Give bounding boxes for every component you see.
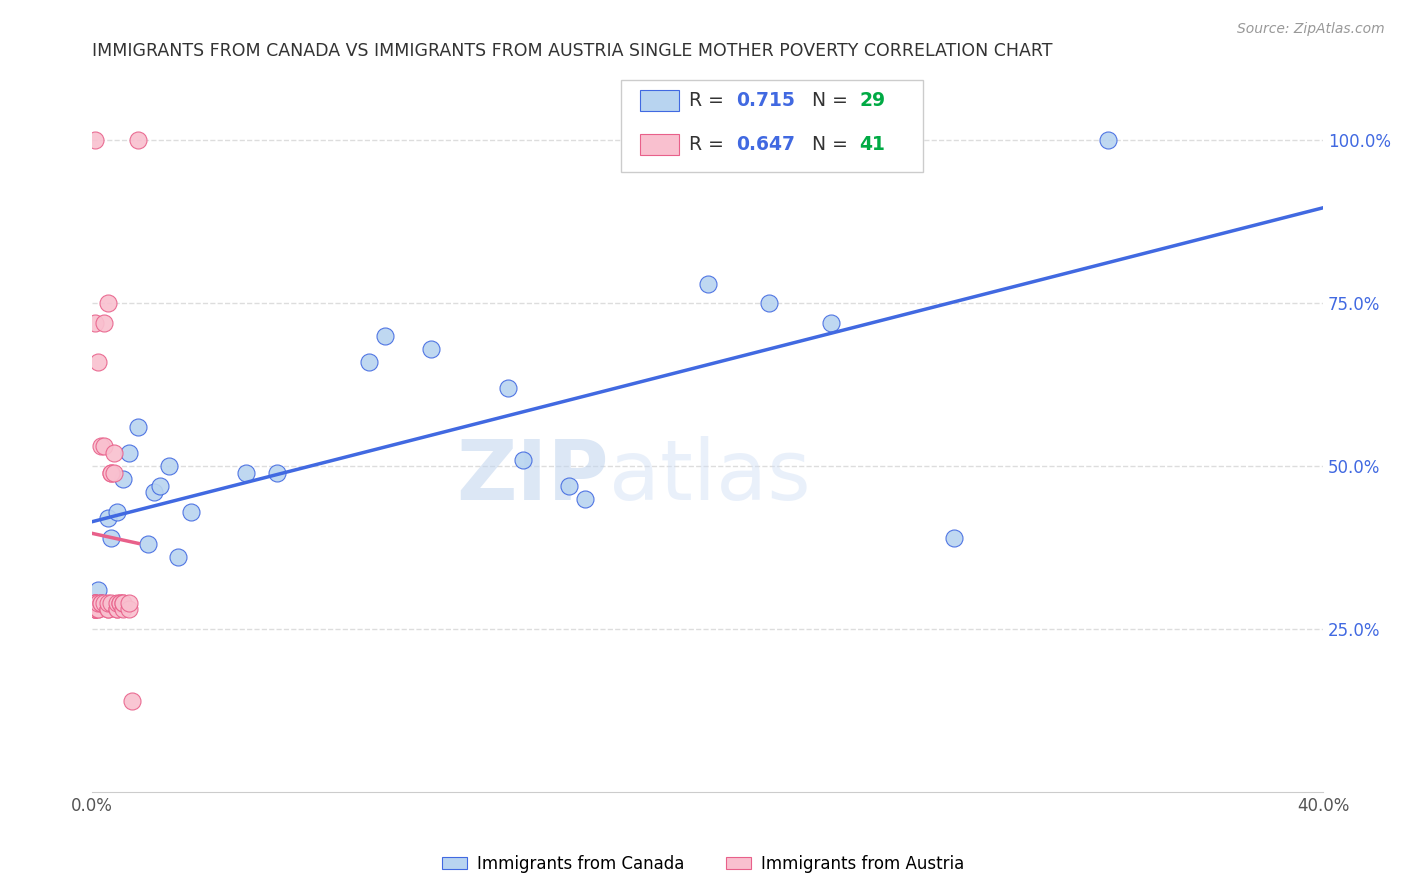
Point	[87, 355, 110, 369]
Point	[84, 602, 107, 616]
Point	[84, 602, 107, 616]
Point	[97, 596, 120, 610]
Point	[127, 420, 149, 434]
Point	[127, 133, 149, 147]
Text: 0.647: 0.647	[735, 136, 794, 154]
Point	[93, 316, 115, 330]
Point	[105, 602, 128, 616]
Point	[111, 602, 134, 616]
Point	[84, 602, 107, 616]
Point	[574, 491, 596, 506]
Point	[84, 596, 107, 610]
Point	[108, 596, 131, 610]
Point	[235, 466, 257, 480]
Point	[111, 472, 134, 486]
Point	[136, 537, 159, 551]
Point	[97, 296, 120, 310]
Point	[105, 602, 128, 616]
Point	[373, 328, 395, 343]
Point	[97, 511, 120, 525]
Point	[142, 485, 165, 500]
Point	[93, 440, 115, 454]
Point	[167, 550, 190, 565]
Point	[84, 596, 107, 610]
Text: 41: 41	[859, 136, 884, 154]
Point	[118, 446, 141, 460]
FancyBboxPatch shape	[621, 80, 924, 172]
Point	[90, 440, 112, 454]
Point	[87, 602, 110, 616]
Point	[97, 602, 120, 616]
Text: 29: 29	[859, 91, 886, 110]
Point	[118, 596, 141, 610]
Point	[87, 602, 110, 616]
Point	[90, 596, 112, 610]
Point	[558, 478, 581, 492]
Point	[121, 693, 143, 707]
Bar	[640, 89, 679, 111]
Text: R =: R =	[689, 136, 730, 154]
Text: 0.715: 0.715	[735, 91, 794, 110]
Bar	[640, 134, 679, 155]
Text: ZIP: ZIP	[457, 436, 609, 517]
Point	[100, 466, 122, 480]
Point	[90, 596, 112, 610]
Text: N =: N =	[813, 136, 855, 154]
Point	[1097, 133, 1119, 147]
Point	[118, 602, 141, 616]
Point	[758, 296, 780, 310]
Point	[87, 582, 110, 597]
Point	[111, 596, 134, 610]
Point	[419, 342, 441, 356]
Point	[149, 478, 172, 492]
Point	[87, 596, 110, 610]
Text: IMMIGRANTS FROM CANADA VS IMMIGRANTS FROM AUSTRIA SINGLE MOTHER POVERTY CORRELAT: IMMIGRANTS FROM CANADA VS IMMIGRANTS FRO…	[93, 42, 1053, 60]
Point	[84, 133, 107, 147]
Point	[359, 355, 381, 369]
Point	[512, 452, 534, 467]
Point	[84, 596, 107, 610]
Point	[157, 458, 180, 473]
Point	[496, 381, 519, 395]
Point	[696, 277, 718, 291]
Point	[84, 316, 107, 330]
Point	[100, 466, 122, 480]
Point	[93, 596, 115, 610]
Point	[84, 596, 107, 610]
Point	[180, 505, 202, 519]
Legend: Immigrants from Canada, Immigrants from Austria: Immigrants from Canada, Immigrants from …	[436, 848, 970, 880]
Point	[266, 466, 288, 480]
Point	[108, 596, 131, 610]
Point	[97, 602, 120, 616]
Point	[105, 505, 128, 519]
Point	[84, 602, 107, 616]
Point	[100, 531, 122, 545]
Text: N =: N =	[813, 91, 855, 110]
Point	[103, 446, 125, 460]
Point	[84, 596, 107, 610]
Point	[100, 596, 122, 610]
Point	[111, 596, 134, 610]
Point	[103, 466, 125, 480]
Point	[90, 596, 112, 610]
Text: R =: R =	[689, 91, 730, 110]
Text: Source: ZipAtlas.com: Source: ZipAtlas.com	[1237, 22, 1385, 37]
Text: atlas: atlas	[609, 436, 811, 517]
Point	[105, 596, 128, 610]
Point	[820, 316, 842, 330]
Point	[942, 531, 965, 545]
